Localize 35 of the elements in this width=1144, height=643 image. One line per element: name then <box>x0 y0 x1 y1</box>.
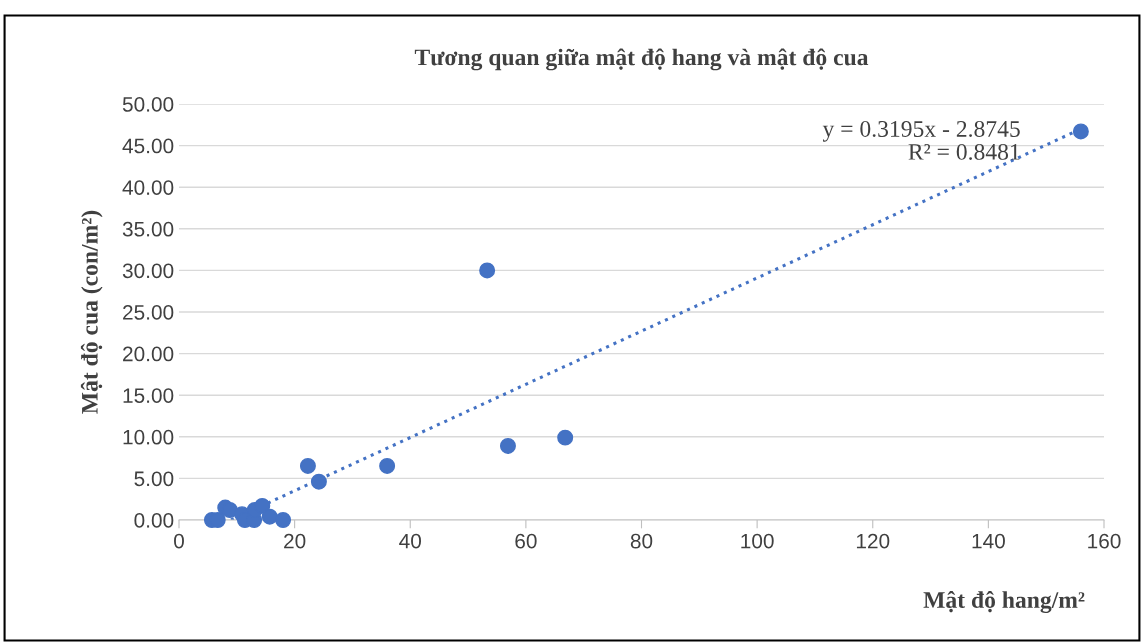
y-tick-label: 15.00 <box>123 388 174 403</box>
y-tick-label: 50.00 <box>122 97 174 112</box>
point <box>275 512 292 528</box>
x-tick-label: 80 <box>630 533 653 549</box>
point <box>299 457 316 474</box>
point <box>557 429 574 446</box>
point <box>310 473 327 490</box>
x-tick-label: 160 <box>1088 533 1121 549</box>
x-tick-label: 40 <box>399 533 422 549</box>
y-tick-label: 0.00 <box>134 513 174 528</box>
x-tick-label: 140 <box>972 533 1005 549</box>
point <box>1072 123 1089 140</box>
y-tick-label: 10.00 <box>123 429 174 445</box>
y-tick-label: 45.00 <box>122 138 174 154</box>
point <box>379 457 396 474</box>
y-tick-label: 25.00 <box>123 305 174 320</box>
point <box>479 262 496 279</box>
x-tick-label: 20 <box>284 533 306 549</box>
chart-title: Tương quan giữa mật độ hang và mật độ cua <box>414 48 869 71</box>
y-tick-label: 35.00 <box>122 221 174 237</box>
annotation: R² = 0.8481 <box>908 143 1020 160</box>
y-axis-title: Mật độ cua (con/m²) <box>80 210 103 414</box>
point <box>499 437 516 454</box>
y-tick-label: 5.00 <box>134 471 174 487</box>
x-tick-label: 120 <box>856 533 890 549</box>
point <box>261 508 278 525</box>
x-axis-title: Mật độ hang/m² <box>923 591 1085 613</box>
y-tick-label: 40.00 <box>122 180 174 195</box>
x-tick-label: 0 <box>174 533 184 549</box>
annotation: y = 0.3195x - 2.8745 <box>822 120 1020 142</box>
y-tick-label: 20.00 <box>123 346 174 362</box>
x-tick-label: 60 <box>515 533 537 549</box>
x-tick-label: 100 <box>741 533 774 549</box>
point <box>254 497 271 514</box>
y-tick-label: 30.00 <box>122 263 174 279</box>
